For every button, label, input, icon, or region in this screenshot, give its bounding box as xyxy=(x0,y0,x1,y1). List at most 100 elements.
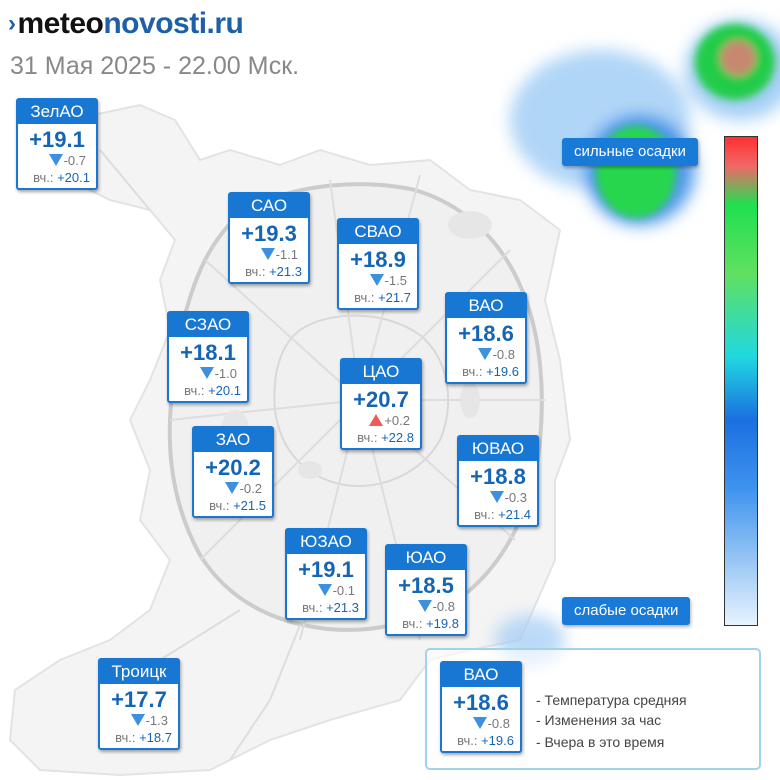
trend-down-icon xyxy=(199,367,214,379)
yesterday-temperature: вч.: +20.1 xyxy=(18,169,96,186)
district-card[interactable]: СВАО +18.9 -1.5 вч.: +21.7 xyxy=(337,218,419,310)
district-name: САО xyxy=(230,194,308,218)
hourly-change: +0.2 xyxy=(342,413,420,429)
yesterday-value: +21.3 xyxy=(326,600,359,615)
yesterday-value: +21.7 xyxy=(378,290,411,305)
trend-up-icon xyxy=(369,414,384,426)
district-name: Троицк xyxy=(100,660,178,684)
district-name: ВАО xyxy=(442,663,520,687)
yesterday-temperature: вч.: +19.6 xyxy=(442,732,520,749)
district-card[interactable]: ВАО +18.6 -0.8 вч.: +19.6 xyxy=(440,661,522,753)
district-card[interactable]: ЦАО +20.7 +0.2 вч.: +22.8 xyxy=(340,358,422,450)
average-temperature: +17.7 xyxy=(111,687,167,712)
average-temperature: +20.7 xyxy=(353,387,409,412)
district-name: ЮЗАО xyxy=(287,530,365,554)
hourly-change-value: -0.8 xyxy=(487,716,510,731)
average-temperature: +18.6 xyxy=(453,690,509,715)
trend-down-icon xyxy=(317,584,332,596)
district-name: ЮВАО xyxy=(459,437,537,461)
district-name: ЗАО xyxy=(194,428,272,452)
yesterday-label: вч.: xyxy=(457,733,478,748)
district-card[interactable]: ЮВАО +18.8 -0.3 вч.: +21.4 xyxy=(457,435,539,527)
hourly-change: -0.8 xyxy=(447,347,525,363)
report-date: 31 Мая 2025 - 22.00 Мск. xyxy=(10,52,300,80)
trend-down-icon xyxy=(260,248,275,260)
trend-down-icon xyxy=(472,717,487,729)
hourly-change-value: -0.8 xyxy=(432,599,455,614)
average-temperature: +18.8 xyxy=(470,464,526,489)
logo-chevron-icon: › xyxy=(8,10,16,37)
legend-line-change: - Изменения за час xyxy=(536,712,662,728)
district-name: ЗелАО xyxy=(18,100,96,124)
hourly-change-value: +0.2 xyxy=(384,413,410,428)
yesterday-value: +19.6 xyxy=(486,364,519,379)
yesterday-label: вч.: xyxy=(33,170,54,185)
hourly-change-value: -1.0 xyxy=(214,366,237,381)
hourly-change-value: -1.1 xyxy=(275,247,298,262)
trend-down-icon xyxy=(489,491,504,503)
hourly-change: -1.0 xyxy=(169,366,247,382)
hourly-change: -0.1 xyxy=(287,583,365,599)
district-name: ВАО xyxy=(447,294,525,318)
district-name: ЮАО xyxy=(387,546,465,570)
average-temperature: +18.9 xyxy=(350,247,406,272)
yesterday-temperature: вч.: +21.5 xyxy=(194,497,272,514)
district-card[interactable]: ЗелАО +19.1 -0.7 вч.: +20.1 xyxy=(16,98,98,190)
hourly-change: -0.2 xyxy=(194,481,272,497)
yesterday-label: вч.: xyxy=(402,616,423,631)
legend-line-average: - Температура средняя xyxy=(536,692,687,708)
trend-down-icon xyxy=(477,348,492,360)
hourly-change: -0.3 xyxy=(459,490,537,506)
yesterday-temperature: вч.: +22.8 xyxy=(342,429,420,446)
hourly-change: -0.8 xyxy=(387,599,465,615)
district-card[interactable]: ВАО +18.6 -0.8 вч.: +19.6 xyxy=(445,292,527,384)
yesterday-value: +19.6 xyxy=(481,733,514,748)
yesterday-temperature: вч.: +19.6 xyxy=(447,363,525,380)
district-card[interactable]: ЮАО +18.5 -0.8 вч.: +19.8 xyxy=(385,544,467,636)
scale-label-high: сильные осадки xyxy=(562,138,698,166)
average-temperature: +20.2 xyxy=(205,455,261,480)
yesterday-value: +19.8 xyxy=(426,616,459,631)
yesterday-temperature: вч.: +21.3 xyxy=(287,599,365,616)
trend-down-icon xyxy=(48,154,63,166)
logo-text-novosti: novosti.ru xyxy=(103,7,244,40)
yesterday-label: вч.: xyxy=(245,264,266,279)
yesterday-value: +20.1 xyxy=(208,383,241,398)
yesterday-temperature: вч.: +19.8 xyxy=(387,615,465,632)
trend-down-icon xyxy=(130,714,145,726)
yesterday-temperature: вч.: +20.1 xyxy=(169,382,247,399)
district-card[interactable]: САО +19.3 -1.1 вч.: +21.3 xyxy=(228,192,310,284)
yesterday-label: вч.: xyxy=(474,507,495,522)
yesterday-temperature: вч.: +21.3 xyxy=(230,263,308,280)
district-name: СЗАО xyxy=(169,313,247,337)
yesterday-label: вч.: xyxy=(354,290,375,305)
hourly-change-value: -1.5 xyxy=(384,273,407,288)
hourly-change-value: -0.8 xyxy=(492,347,515,362)
hourly-change: -1.3 xyxy=(100,713,178,729)
yesterday-temperature: вч.: +21.7 xyxy=(339,289,417,306)
yesterday-label: вч.: xyxy=(115,730,136,745)
precipitation-scale-bar xyxy=(724,136,758,626)
hourly-change: -0.8 xyxy=(442,716,520,732)
district-card[interactable]: Троицк +17.7 -1.3 вч.: +18.7 xyxy=(98,658,180,750)
district-card[interactable]: ЗАО +20.2 -0.2 вч.: +21.5 xyxy=(192,426,274,518)
site-logo[interactable]: ›meteonovosti.ru xyxy=(8,6,244,42)
yesterday-temperature: вч.: +21.4 xyxy=(459,506,537,523)
average-temperature: +18.6 xyxy=(458,321,514,346)
hourly-change: -1.5 xyxy=(339,273,417,289)
average-temperature: +19.1 xyxy=(29,127,85,152)
yesterday-label: вч.: xyxy=(302,600,323,615)
yesterday-value: +21.4 xyxy=(498,507,531,522)
yesterday-temperature: вч.: +18.7 xyxy=(100,729,178,746)
logo-text-meteo: meteo xyxy=(17,7,104,40)
district-name: СВАО xyxy=(339,220,417,244)
district-card[interactable]: ЮЗАО +19.1 -0.1 вч.: +21.3 xyxy=(285,528,367,620)
yesterday-label: вч.: xyxy=(462,364,483,379)
hourly-change-value: -0.1 xyxy=(332,583,355,598)
district-card[interactable]: СЗАО +18.1 -1.0 вч.: +20.1 xyxy=(167,311,249,403)
hourly-change: -0.7 xyxy=(18,153,96,169)
yesterday-value: +21.5 xyxy=(233,498,266,513)
yesterday-value: +21.3 xyxy=(269,264,302,279)
hourly-change-value: -0.7 xyxy=(63,153,86,168)
average-temperature: +19.3 xyxy=(241,221,297,246)
